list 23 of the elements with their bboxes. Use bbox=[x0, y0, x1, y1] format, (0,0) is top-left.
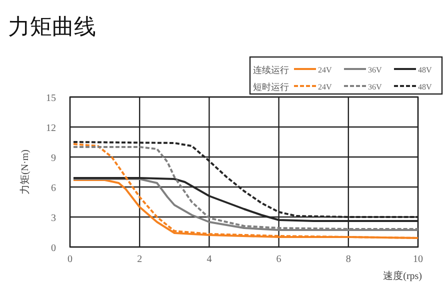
legend-label: 24V bbox=[318, 66, 332, 74]
x-tick-label: 10 bbox=[413, 254, 423, 265]
x-tick-label: 6 bbox=[276, 254, 282, 265]
y-tick-label: 9 bbox=[51, 153, 56, 164]
chart-title: 力矩曲线 bbox=[8, 14, 96, 39]
legend-label: 24V bbox=[318, 82, 332, 92]
y-tick-label: 0 bbox=[51, 243, 56, 254]
y-tick-label: 12 bbox=[46, 123, 56, 134]
x-tick-label: 8 bbox=[346, 254, 351, 265]
legend-label: 36V bbox=[368, 82, 382, 92]
y-tick-label: 3 bbox=[51, 213, 56, 224]
x-tick-label: 4 bbox=[206, 254, 212, 265]
legend-label: 48V bbox=[418, 66, 432, 74]
text: 连续运行 bbox=[253, 65, 289, 75]
x-tick-label: 2 bbox=[137, 254, 142, 265]
y-tick-label: 6 bbox=[51, 183, 56, 194]
text: 短时运行 bbox=[253, 82, 289, 92]
x-axis-title: 速度(rps) bbox=[383, 270, 422, 282]
y-axis-title: 力矩(N·m) bbox=[19, 150, 31, 194]
legend-label: 48V bbox=[418, 82, 432, 92]
y-tick-label: 15 bbox=[46, 93, 56, 104]
x-tick-label: 0 bbox=[68, 254, 72, 265]
legend-label: 36V bbox=[368, 66, 382, 74]
